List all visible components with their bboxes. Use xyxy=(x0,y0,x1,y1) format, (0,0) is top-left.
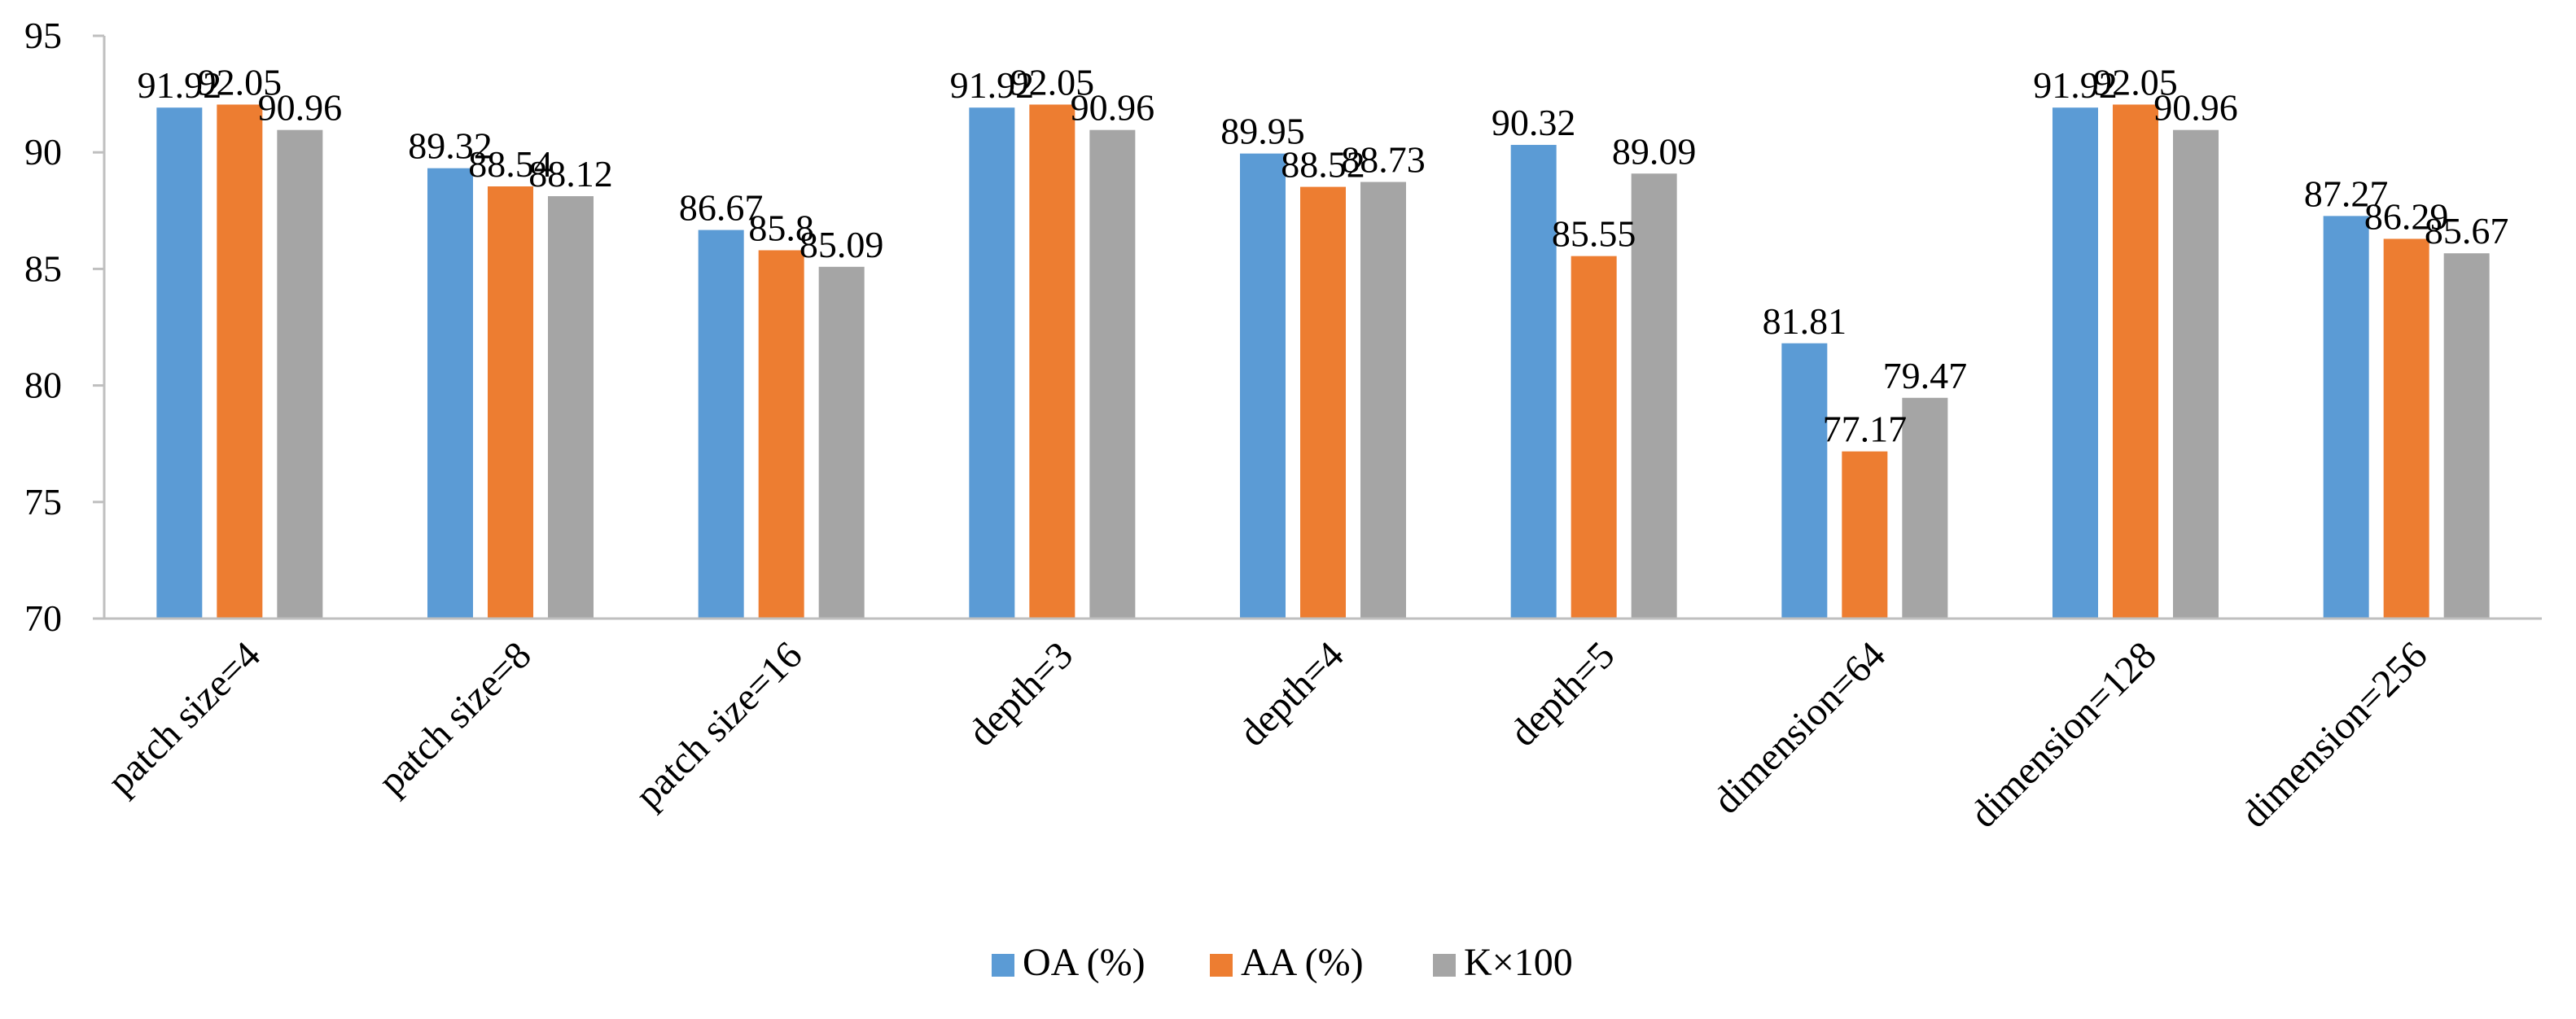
bars-group xyxy=(156,104,2490,619)
legend-swatch xyxy=(1433,954,1456,977)
data-label: 90.96 xyxy=(258,87,343,129)
data-label: 86.67 xyxy=(679,187,764,229)
data-label: 89.32 xyxy=(408,125,493,167)
data-label: 89.95 xyxy=(1220,111,1305,152)
bar-k-100-7 xyxy=(1902,397,1948,619)
data-label: 88.54 xyxy=(468,143,553,185)
data-label: 90.96 xyxy=(1071,87,1155,129)
data-label: 89.09 xyxy=(1612,130,1697,172)
x-category-label: depth=4 xyxy=(1231,633,1352,754)
bar-aa-9 xyxy=(2383,238,2429,619)
x-category-label: dimension=128 xyxy=(1962,633,2165,836)
y-tick-label: 80 xyxy=(24,365,62,406)
x-category-label: patch size=4 xyxy=(99,633,269,803)
data-label: 91.92 xyxy=(2033,64,2118,106)
bar-oa-4 xyxy=(969,107,1015,619)
data-label: 88.73 xyxy=(1341,139,1426,181)
y-tick-label: 90 xyxy=(24,131,62,173)
bar-oa-2 xyxy=(427,168,473,619)
legend-swatch xyxy=(1210,954,1233,977)
y-axis: 70 75 80 85 90 95 xyxy=(24,15,106,639)
data-label: 77.17 xyxy=(1823,409,1908,450)
bar-k-100-8 xyxy=(2173,129,2219,619)
data-label: 88.52 xyxy=(1281,144,1365,186)
bar-k-100-6 xyxy=(1631,173,1677,619)
data-label: 81.81 xyxy=(1763,300,1847,342)
data-label: 92.05 xyxy=(2093,61,2178,103)
bar-aa-8 xyxy=(2113,104,2158,619)
data-label: 90.96 xyxy=(2153,87,2238,129)
y-tick-label: 75 xyxy=(24,481,62,523)
x-category-label: patch size=8 xyxy=(370,633,539,803)
legend-swatch xyxy=(992,954,1014,977)
bar-oa-3 xyxy=(698,230,744,619)
data-label: 90.32 xyxy=(1492,102,1576,143)
bar-oa-8 xyxy=(2052,107,2098,619)
y-tick-label: 70 xyxy=(24,597,62,639)
data-label: 85.67 xyxy=(2425,210,2509,251)
data-label: 85.55 xyxy=(1552,213,1636,255)
bar-aa-2 xyxy=(488,186,533,619)
data-label: 91.92 xyxy=(138,64,222,106)
bar-aa-1 xyxy=(217,104,263,619)
bar-k-100-2 xyxy=(548,196,594,619)
y-tick-label: 95 xyxy=(24,15,62,56)
legend: OA (%) AA (%) K×100 xyxy=(992,941,1573,984)
data-label: 85.09 xyxy=(800,224,884,265)
x-category-label: patch size=16 xyxy=(627,633,810,816)
data-label: 85.8 xyxy=(748,207,814,248)
x-category-label: depth=5 xyxy=(1501,633,1623,754)
data-label: 86.29 xyxy=(2364,195,2449,237)
bar-oa-6 xyxy=(1510,145,1557,619)
legend-label: OA (%) xyxy=(1023,941,1146,984)
x-category-label: dimension=64 xyxy=(1705,633,1894,822)
y-tick-label: 85 xyxy=(24,247,62,289)
bar-oa-5 xyxy=(1240,153,1286,619)
bar-k-100-1 xyxy=(277,129,323,619)
data-label: 88.12 xyxy=(528,153,613,195)
bar-k-100-4 xyxy=(1089,129,1136,619)
legend-label: K×100 xyxy=(1464,941,1573,984)
legend-label: AA (%) xyxy=(1241,941,1364,984)
data-label: 91.92 xyxy=(950,64,1035,106)
x-category-label: depth=3 xyxy=(960,633,1081,754)
bar-aa-5 xyxy=(1300,186,1346,619)
bar-k-100-3 xyxy=(818,266,865,619)
bar-aa-6 xyxy=(1571,256,1617,619)
x-axis: patch size=4 patch size=8 patch size=16 dep… xyxy=(99,617,2542,836)
data-labels-group: 91.9292.0590.9689.3288.5488.1286.6785.88… xyxy=(138,61,2509,449)
data-label: 92.05 xyxy=(1010,61,1095,103)
bar-aa-3 xyxy=(758,250,804,619)
data-label: 79.47 xyxy=(1883,355,1968,396)
x-category-label: dimension=256 xyxy=(2232,633,2435,836)
data-label: 87.27 xyxy=(2304,173,2389,214)
data-label: 92.05 xyxy=(198,61,283,103)
bar-oa-7 xyxy=(1781,343,1828,619)
bar-k-100-5 xyxy=(1360,181,1406,619)
bar-oa-9 xyxy=(2323,216,2369,619)
bar-aa-4 xyxy=(1029,104,1076,619)
bar-k-100-9 xyxy=(2443,253,2490,619)
bar-oa-1 xyxy=(156,107,203,619)
bar-aa-7 xyxy=(1842,451,1888,619)
